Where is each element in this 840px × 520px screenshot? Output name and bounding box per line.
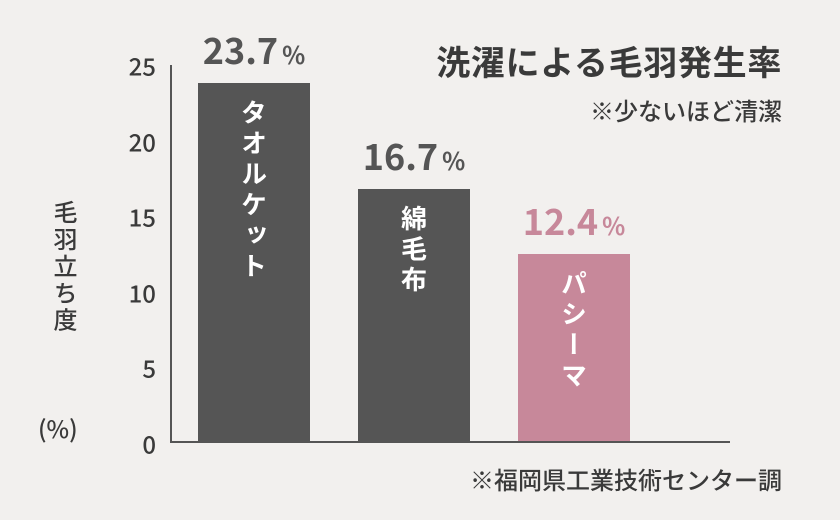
y-tick: 15 [116,199,156,234]
y-axis-label: 毛羽立ち度 [48,200,83,334]
chart: 洗濯による毛羽発生率 ※少ないほど清潔 毛羽立ち度 (%) 0510152025… [0,0,840,520]
bar-value-label: 16.7% [363,129,466,181]
x-axis-line [170,441,730,443]
bar-label: タオルケット [236,99,273,283]
bar: 綿毛布16.7% [358,189,470,442]
y-tick: 20 [116,123,156,158]
bar-value-label: 12.4% [523,194,626,246]
y-tick: 5 [116,350,156,385]
y-axis-line [170,65,172,443]
bar-label: パシーマ [556,270,593,393]
plot-area: 0510152025タオルケット23.7%綿毛布16.7%パシーマ12.4% [170,65,730,443]
y-tick: 25 [116,48,156,83]
y-axis-unit: (%) [38,410,78,445]
bar-label: 綿毛布 [396,205,433,297]
y-tick: 10 [116,274,156,309]
bar-value-label: 23.7% [203,23,306,75]
bar: タオルケット23.7% [198,83,310,441]
y-tick: 0 [116,426,156,461]
bar: パシーマ12.4% [518,254,630,441]
chart-footnote: ※福岡県工業技術センター調 [470,461,782,496]
